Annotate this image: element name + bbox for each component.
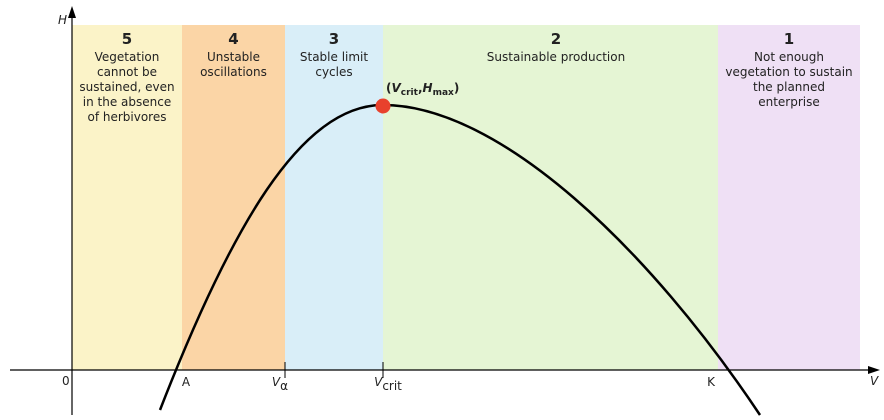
sep: , xyxy=(418,81,423,95)
zone-number: 3 xyxy=(329,30,339,48)
zone-5-bg xyxy=(72,25,182,370)
tick-sub: crit xyxy=(382,379,402,393)
v: V xyxy=(391,81,402,95)
zone-text: Unstable xyxy=(207,50,260,64)
x-label: V xyxy=(870,374,879,388)
tick-main: A xyxy=(182,375,191,389)
zone-text: Sustainable production xyxy=(487,50,625,64)
zone-text: cannot be xyxy=(97,65,157,79)
tick-main: K xyxy=(707,375,716,389)
point-label: (Vcrit,Hmax) xyxy=(386,81,459,98)
zone-text: of herbivores xyxy=(87,110,166,124)
zone-text: enterprise xyxy=(758,95,820,109)
paren: ( xyxy=(386,81,391,95)
x-tick-label: Vα xyxy=(272,375,288,393)
zone-text: Vegetation xyxy=(95,50,160,64)
tick-main: V xyxy=(374,375,383,389)
x-arrow xyxy=(868,366,880,374)
zone-text: vegetation to sustain xyxy=(725,65,852,79)
zone-text: Stable limit xyxy=(300,50,369,64)
x-tick-label: A xyxy=(182,375,191,389)
y-label: H xyxy=(58,13,67,27)
zone-number: 2 xyxy=(551,30,561,48)
tick-sub: α xyxy=(280,379,288,393)
max-point xyxy=(375,98,391,114)
zone-3-bg xyxy=(285,25,383,370)
sub: crit xyxy=(401,88,419,98)
zone-number: 4 xyxy=(228,30,238,48)
zone-1-bg xyxy=(718,25,860,370)
zone-4-bg xyxy=(182,25,285,370)
zone-2-bg xyxy=(383,25,718,370)
tick-main: V xyxy=(272,375,281,389)
sub: max xyxy=(433,88,454,98)
h: H xyxy=(423,81,433,95)
y-arrow xyxy=(68,6,76,18)
zone-text: oscillations xyxy=(200,65,267,79)
x-tick-label: Vcrit xyxy=(374,375,402,393)
x-tick-label: K xyxy=(707,375,716,389)
zone-number: 5 xyxy=(122,30,132,48)
zone-text: in the absence xyxy=(83,95,171,109)
zone-number: 1 xyxy=(784,30,794,48)
zone-text: sustained, even xyxy=(79,80,174,94)
origin-label: 0 xyxy=(62,374,70,388)
paren: ) xyxy=(454,81,459,95)
zone-text: Not enough xyxy=(754,50,824,64)
zone-text: the planned xyxy=(753,80,825,94)
zone-text: cycles xyxy=(315,65,352,79)
